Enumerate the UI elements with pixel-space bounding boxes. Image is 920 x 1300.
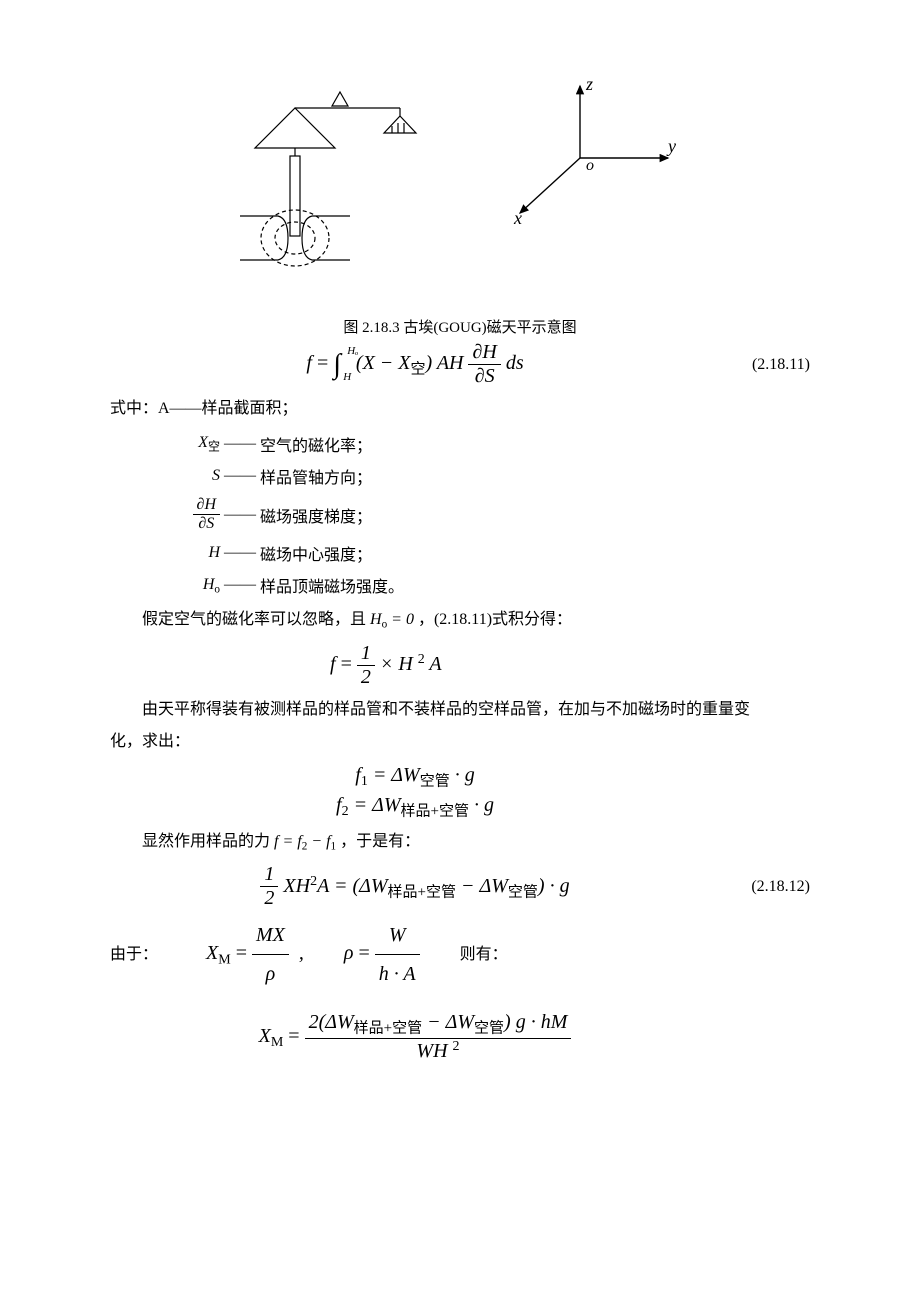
eqhalf-num: 1 (357, 642, 375, 666)
eq11-int-a: (X − X (356, 352, 411, 374)
coordinate-axes-diagram: z y x o (500, 78, 680, 228)
page: z y x o 图 2.18.3 古埃(GOUG)磁天平示意图 f = ∫ Hₒ… (0, 0, 920, 1300)
def-dhds: ∂H∂S —— 磁场强度梯度； (110, 496, 810, 533)
eq11-frac-den: ∂S (468, 365, 500, 388)
equation-f-half: f = 1 2 × H 2 A (110, 642, 810, 689)
due-xm-den: ρ (252, 955, 289, 993)
apparatus-diagram (240, 78, 440, 308)
line-due-to: 由于： XM = MX ρ , ρ = W h · A 则有： (110, 916, 810, 993)
eq12-lnum: 1 (260, 863, 278, 887)
figure-row: z y x o (110, 78, 810, 308)
paragraph-assumption: 假定空气的磁化率可以忽略，且 Ho = 0 ，(2.18.11)式积分得： (110, 605, 810, 636)
paragraph-balance-a: 由天平称得装有被测样品的样品管和不装样品的空样品管，在加与不加磁场时的重量变 (110, 695, 810, 725)
eqhalf-lhs: f (330, 653, 336, 675)
para3-b: ，于是有： (340, 833, 420, 850)
eq11-int-a-sub: 空 (411, 362, 426, 378)
eq11-tail: ds (506, 352, 524, 374)
axis-y-label: y (666, 136, 676, 156)
eqhalf-den: 2 (357, 666, 375, 689)
definitions-block: X空 —— 空气的磁化率； S —— 样品管轴方向； ∂H∂S —— 磁场强度梯… (110, 432, 810, 597)
due-xm-num: MX (252, 916, 289, 955)
eq11-number: (2.18.11) (720, 356, 810, 374)
eq12-lden: 2 (260, 887, 278, 910)
equation-f2: f2 = ΔW样品+空管 · g (110, 794, 810, 821)
figure-caption: 图 2.18.3 古埃(GOUG)磁天平示意图 (110, 316, 810, 337)
equation-f1: f1 = ΔW空管 · g (110, 764, 810, 791)
due-rho-num: W (375, 916, 420, 955)
defs-intro: 式中：A——样品截面积； (110, 394, 810, 424)
eq-f1-body: f1 = ΔW空管 · g (355, 764, 474, 786)
para1-tail: ，(2.18.11)式积分得： (418, 611, 572, 628)
para3-a: 显然作用样品的力 (142, 833, 270, 850)
paragraph-force: 显然作用样品的力 f = f2 − f1 ，于是有： (110, 827, 810, 858)
paragraph-balance-b: 化，求出： (110, 727, 810, 757)
equation-2-18-11: f = ∫ Hₒ H (X − X空) AH ∂H ∂S ds (2.18.11… (110, 341, 810, 388)
def-h: H —— 磁场中心强度； (110, 541, 810, 565)
equation-2-18-12: 1 2 XH2A = (ΔW样品+空管 − ΔW空管) · g (2.18.12… (110, 863, 810, 910)
axis-x-label: x (513, 208, 522, 228)
eqhalf-rhs: × H 2 A (380, 653, 442, 675)
eq-f2-body: f2 = ΔW样品+空管 · g (336, 794, 494, 816)
eq11-int-b: ) AH (426, 352, 464, 374)
def-x-air: X空 —— 空气的磁化率； (110, 432, 810, 456)
axis-origin-label: o (586, 157, 594, 174)
def-ho: Ho —— 样品顶端磁场强度。 (110, 573, 810, 597)
def-s: S —— 样品管轴方向； (110, 464, 810, 488)
axis-z-label: z (585, 78, 593, 94)
eq12-tail: XH2A = (ΔW样品+空管 − ΔW空管) · g (283, 875, 569, 897)
due-rho-den: h · A (375, 955, 420, 993)
eq12-number: (2.18.12) (720, 878, 810, 896)
due-tail: 则有： (460, 940, 508, 970)
eqfinal-num: 2(ΔW样品+空管 − ΔW空管) g · hM (305, 1011, 572, 1039)
eqfinal-den: WH 2 (305, 1039, 572, 1063)
eqfinal-lhs: XM (259, 1025, 284, 1047)
para1-math: Ho = 0 (370, 611, 414, 628)
due-lead: 由于： (110, 947, 158, 964)
eq11-int-lower: H (343, 371, 351, 383)
equation-xm-final: XM = 2(ΔW样品+空管 − ΔW空管) g · hM WH 2 (110, 1011, 810, 1063)
eq11-frac-num: ∂H (468, 341, 500, 365)
eq11-lhs: f (306, 352, 312, 374)
para1-a: 假定空气的磁化率可以忽略，且 (142, 611, 366, 628)
eq11-int-upper: Hₒ (347, 345, 358, 357)
para3-math: f = f2 − f1 (274, 833, 336, 850)
